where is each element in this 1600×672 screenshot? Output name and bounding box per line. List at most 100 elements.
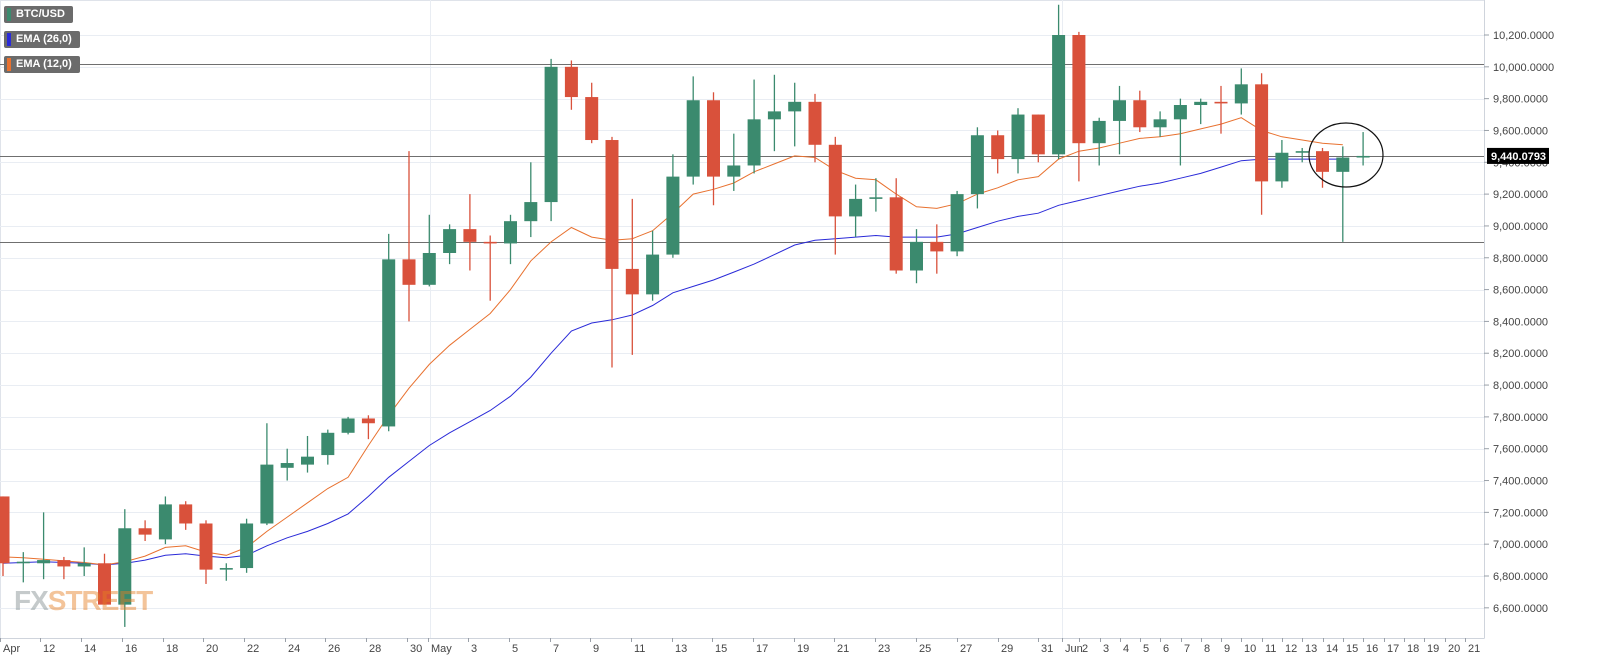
candle [1316,147,1329,188]
candle-body [1255,84,1269,182]
ema26-line [2,158,1343,566]
candle-body [1336,157,1350,172]
candle-body [179,504,193,524]
candle-body [930,241,944,252]
candle [1173,98,1187,166]
y-tick-label: 9,600.0000 [1493,125,1548,137]
x-tick-label: 31 [1041,643,1053,655]
candle-body [219,568,233,570]
x-tick-label: 18 [166,643,178,655]
x-tick-label: 7 [553,643,559,655]
x-tick-label: Apr [3,643,20,655]
candle [625,198,639,355]
candle [1336,146,1350,242]
candle-body [0,496,10,564]
candle [118,509,132,627]
candle-body [605,140,619,269]
candle-body [1072,35,1086,144]
candle-body [118,528,132,605]
candle-body [1092,120,1106,144]
y-tick-label: 10,000.0000 [1493,62,1554,74]
fxstreet-logo: FXSTREET [14,585,153,617]
x-tick-label: 15 [1346,643,1358,655]
candle [889,178,903,274]
x-tick-label: 14 [1326,643,1338,655]
candle [1234,68,1248,115]
candle-body [1113,100,1126,121]
legend-ema26[interactable]: EMA (26,0) [4,31,80,48]
candle-body [666,176,680,255]
candle [788,82,802,147]
candle-body [1052,35,1066,155]
x-tick-label: 3 [1103,643,1109,655]
candle-body [402,259,416,285]
candle [991,130,1005,174]
x-tick-label: 19 [797,643,809,655]
candle [16,552,30,583]
candle [544,58,558,222]
candle [402,151,416,322]
candle-body [1194,101,1208,106]
x-tick-label: 2 [1082,643,1088,655]
candle-body [1133,100,1147,128]
price-badge [1487,147,1549,164]
candle [686,76,700,185]
candle-body [1173,105,1187,120]
candle [179,501,193,530]
candle [1194,98,1208,125]
candle [422,214,436,287]
candle [1113,85,1126,155]
legend-symbol[interactable]: BTC/USD [4,6,73,23]
candle [1255,73,1269,215]
y-tick-label: 9,800.0000 [1493,94,1548,106]
candle [1011,108,1025,174]
horizontal-levels [0,64,1484,243]
candle-body [321,432,335,456]
x-tick-label: 25 [919,643,931,655]
x-tick-label: 27 [960,643,972,655]
candle [240,518,254,573]
x-tick-label: 26 [328,643,340,655]
candle [564,60,578,110]
candle-body [524,202,538,222]
y-axis: 6,600.0000 6,800.0000 7,000.0000 7,200.0000… [1484,0,1554,638]
candle [1275,140,1289,188]
candle [199,520,213,584]
y-tick-label: 9,000.0000 [1493,221,1548,233]
legend-symbol-swatch [7,8,11,21]
candle [1092,117,1106,166]
legend-ema26-label: EMA (26,0) [16,33,72,45]
legend-ema12[interactable]: EMA (12,0) [4,56,80,73]
candle [808,93,822,163]
x-tick-label: 29 [1001,643,1013,655]
highlight-circle [1308,122,1384,188]
x-tick-label: 13 [675,643,687,655]
legend-ema12-label: EMA (12,0) [16,58,72,70]
candle [524,162,538,238]
candle [1295,147,1309,163]
candle-body [1356,155,1370,158]
candle [1356,132,1370,166]
candle [463,194,477,271]
candle [666,154,680,258]
candle-body [625,268,639,295]
candle [219,563,233,581]
candle [138,520,152,541]
candle-body [910,241,923,271]
candle [321,429,335,465]
x-tick-label: 15 [715,643,727,655]
x-tick-label: 17 [1387,643,1399,655]
candle-body [382,259,396,427]
candle-body [747,119,761,166]
candle [646,230,660,301]
candle [37,512,51,580]
candle-body [1295,151,1309,153]
x-tick-label: 23 [878,643,890,655]
candle-body [849,198,863,217]
y-tick-label: 8,000.0000 [1493,380,1548,392]
x-tick-label: 9 [1224,643,1230,655]
candle [707,92,720,206]
x-tick-label: 8 [1204,643,1210,655]
candle-body [260,464,274,524]
candle-body [138,528,152,535]
